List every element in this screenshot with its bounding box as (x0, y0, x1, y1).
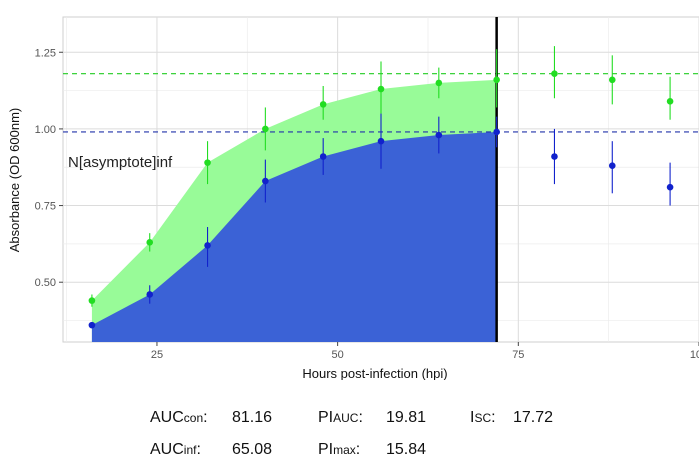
annotation-label: N[asymptote]inf (68, 154, 173, 171)
y-tick-label: 1.00 (35, 124, 56, 136)
y-tick-label: 0.50 (35, 277, 56, 289)
x-tick-label: 75 (512, 349, 524, 361)
stat-auc-inf-value: 65.08 (232, 441, 273, 458)
y-tick-label: 1.25 (35, 47, 56, 59)
stat-pi-max-value: 15.84 (386, 441, 427, 458)
data-point-series-1 (377, 85, 385, 93)
stat-i-sc: ISC: (470, 409, 496, 426)
axis-ticks: 25 50 75 100 0.50 0.75 1.00 1.25 (35, 47, 699, 361)
area-series-2 (91, 131, 497, 342)
data-point-series-1 (262, 125, 269, 133)
data-point-series-2 (666, 183, 674, 191)
data-point-series-2 (377, 137, 385, 145)
data-point-series-2 (204, 242, 211, 249)
data-point-series-1 (551, 70, 558, 78)
x-tick-label: 50 (332, 349, 344, 361)
data-point-series-1 (493, 76, 500, 84)
area-layer (91, 79, 497, 343)
growth-curve-chart: 25 50 75 100 0.50 0.75 1.00 1.25 N[asymptote]in… (7, 16, 699, 380)
data-point-series-1 (666, 98, 674, 105)
stat-i-sc-value: 17.72 (513, 409, 554, 426)
data-point-series-1 (435, 79, 443, 87)
data-point-series-2 (88, 321, 96, 329)
x-tick-label: 100 (690, 349, 699, 361)
y-axis-label: Absorbance (OD 600nm) (7, 108, 22, 253)
y-tick-label: 0.75 (35, 201, 56, 213)
data-point-series-2 (435, 131, 443, 139)
data-point-series-1 (146, 239, 154, 246)
data-point-series-1 (319, 101, 327, 108)
data-point-series-2 (146, 291, 154, 298)
stat-auc-con-value: 81.16 (232, 409, 273, 426)
data-point-series-1 (204, 159, 211, 166)
data-points (88, 70, 674, 329)
data-point-series-2 (319, 153, 327, 160)
x-axis-label: Hours post-infection (hpi) (302, 366, 447, 380)
stat-pi-max: PImax: (318, 441, 361, 458)
stat-pi-auc-value: 19.81 (386, 409, 427, 426)
data-point-series-1 (88, 297, 96, 304)
data-point-series-1 (608, 76, 616, 84)
data-point-series-2 (493, 128, 500, 136)
stat-auc-inf: AUCinf: (150, 441, 201, 458)
data-point-series-2 (608, 162, 616, 170)
x-tick-label: 25 (151, 349, 163, 361)
stat-auc-con: AUCcon: (150, 409, 208, 426)
data-point-series-2 (551, 153, 558, 160)
data-point-series-2 (262, 177, 269, 185)
stat-pi-auc: PIAUC: (318, 409, 363, 426)
